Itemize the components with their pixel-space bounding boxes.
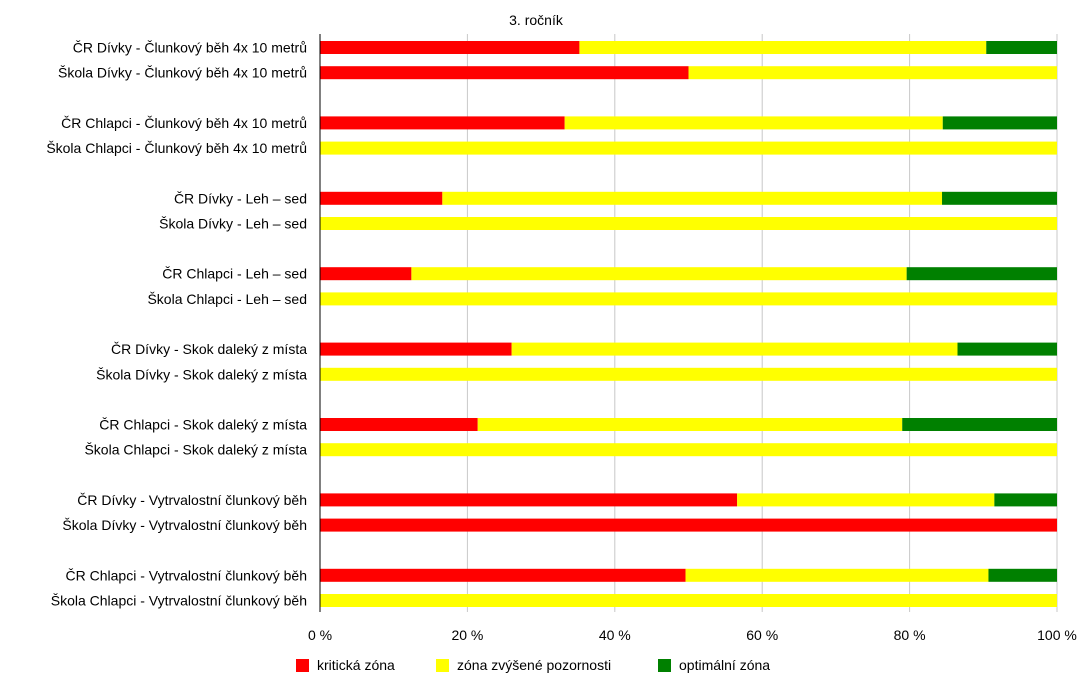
bar-segment bbox=[906, 267, 1057, 281]
category-label: ČR Dívky - Vytrvalostní člunkový běh bbox=[77, 492, 307, 508]
category-label: ČR Chlapci - Leh – sed bbox=[162, 266, 307, 282]
bar-segment bbox=[942, 191, 1057, 205]
category-label: Škola Dívky - Člunkový běh 4x 10 metrů bbox=[58, 65, 307, 81]
bar-segment bbox=[320, 217, 1057, 230]
bar-segment bbox=[902, 418, 1057, 431]
bar-segment bbox=[320, 66, 689, 80]
bar-segment bbox=[320, 342, 512, 356]
bar-segment bbox=[320, 367, 1057, 381]
x-axis-ticks: 0 % 20 % 40 % 60 % 80 % 100 % bbox=[308, 627, 1077, 643]
category-label: Škola Chlapci - Skok daleký z místa bbox=[84, 442, 307, 458]
bar-segment bbox=[579, 41, 987, 54]
legend-swatch bbox=[436, 658, 449, 672]
bar-segment bbox=[320, 518, 1057, 532]
legend-item-critical: kritická zóna bbox=[296, 656, 395, 674]
bar-segment bbox=[477, 418, 903, 431]
bar-segment bbox=[986, 41, 1057, 54]
category-label: ČR Dívky - Leh – sed bbox=[174, 190, 307, 206]
category-label: ČR Dívky - Člunkový běh 4x 10 metrů bbox=[73, 40, 307, 56]
bar-segment bbox=[320, 418, 478, 431]
x-tick-label: 20 % bbox=[451, 627, 483, 643]
bars bbox=[320, 41, 1057, 607]
category-label: Škola Dívky - Leh – sed bbox=[159, 216, 307, 232]
bar-segment bbox=[511, 342, 958, 356]
bar-segment bbox=[320, 41, 580, 54]
bar-segment bbox=[320, 493, 738, 507]
legend-label: optimální zóna bbox=[679, 657, 771, 673]
bar-segment bbox=[685, 568, 989, 582]
bar-segment bbox=[442, 191, 943, 205]
category-labels: ČR Dívky - Člunkový běh 4x 10 metrů Škola… bbox=[46, 40, 307, 609]
legend-item-attention: zóna zvýšené pozornosti bbox=[436, 656, 611, 674]
category-label: ČR Chlapci - Vytrvalostní člunkový běh bbox=[66, 567, 307, 583]
category-label: Škola Chlapci - Leh – sed bbox=[147, 291, 307, 307]
bar-segment bbox=[988, 568, 1057, 582]
category-label: Škola Dívky - Vytrvalostní člunkový běh bbox=[62, 517, 307, 533]
x-tick-label: 60 % bbox=[746, 627, 778, 643]
bar-segment bbox=[320, 141, 1057, 155]
bar-segment bbox=[942, 116, 1057, 130]
bar-segment bbox=[688, 66, 1057, 80]
category-label: Škola Chlapci - Vytrvalostní člunkový bě… bbox=[51, 593, 307, 609]
bar-segment bbox=[320, 594, 1057, 607]
category-label: ČR Chlapci - Skok daleký z místa bbox=[99, 417, 307, 433]
bar-segment bbox=[994, 493, 1057, 507]
bar-segment bbox=[564, 116, 943, 130]
legend-swatch bbox=[296, 658, 309, 672]
legend-swatch bbox=[658, 658, 671, 672]
x-tick-label: 0 % bbox=[308, 627, 332, 643]
x-tick-label: 80 % bbox=[894, 627, 926, 643]
grid bbox=[466, 34, 1058, 612]
bar-segment bbox=[320, 116, 565, 130]
category-label: ČR Dívky - Skok daleký z místa bbox=[111, 341, 307, 357]
bar-segment bbox=[320, 191, 443, 205]
bar-segment bbox=[737, 493, 995, 507]
bar-segment bbox=[320, 568, 686, 582]
bar-segment bbox=[411, 267, 907, 281]
chart-title: 3. ročník bbox=[509, 12, 564, 28]
legend-label: zóna zvýšené pozornosti bbox=[457, 657, 612, 673]
category-label: ČR Chlapci - Člunkový běh 4x 10 metrů bbox=[61, 115, 307, 131]
bar-segment bbox=[957, 342, 1057, 356]
legend-item-optimal: optimální zóna bbox=[658, 656, 770, 674]
x-tick-label: 100 % bbox=[1037, 627, 1077, 643]
bar-segment bbox=[320, 443, 1057, 457]
chart: 3. ročník ČR Dívky - Člunkový běh 4x 10 … bbox=[46, 12, 1077, 643]
x-tick-label: 40 % bbox=[599, 627, 631, 643]
category-label: Škola Chlapci - Člunkový běh 4x 10 metrů bbox=[46, 140, 307, 156]
legend: kritická zóna zóna zvýšené pozornosti op… bbox=[0, 656, 1081, 676]
bar-segment bbox=[320, 267, 412, 281]
legend-label: kritická zóna bbox=[317, 657, 395, 673]
category-label: Škola Dívky - Skok daleký z místa bbox=[96, 366, 307, 382]
bar-segment bbox=[320, 292, 1057, 306]
